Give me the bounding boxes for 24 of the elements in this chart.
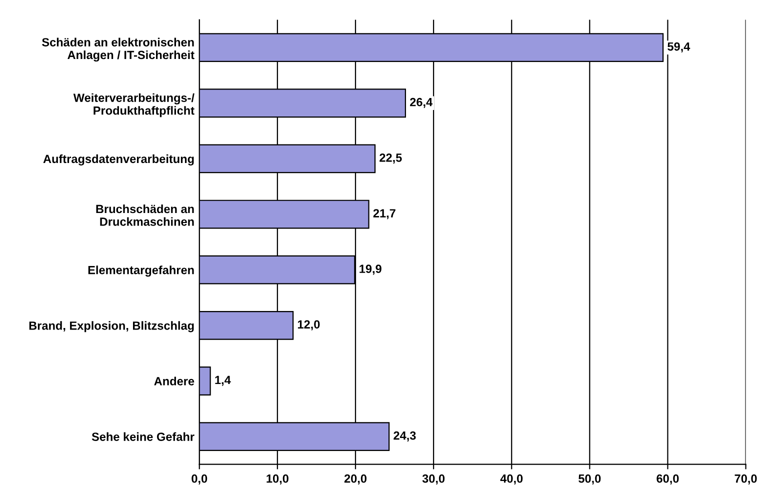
y-tick-label: Andere — [154, 376, 194, 386]
x-tick-label: 70,0 — [734, 474, 757, 484]
data-label: 21,7 — [373, 209, 396, 220]
x-tick-label: 30,0 — [422, 474, 445, 484]
y-tick-label: Schäden an elektronischen Anlagen / IT-Sicherheit — [42, 38, 194, 62]
y-tick-label: Brand, Explosion, Blitzschlag — [29, 321, 194, 332]
x-tick-label: 50,0 — [578, 474, 601, 484]
data-label: 1,4 — [215, 376, 231, 386]
y-tick-label: Bruchschäden an Druckmaschinen — [96, 204, 194, 226]
y-tick-label: Weiterverarbeitungs-/ Produkthaftpflicht — [73, 93, 194, 118]
x-tick-label: 20,0 — [344, 474, 366, 484]
data-label: 59,4 — [668, 42, 690, 52]
data-label: 26,4 — [410, 98, 433, 108]
x-tick-label: 40,0 — [500, 474, 523, 484]
y-tick-label: Elementargefahren — [88, 266, 194, 277]
data-label: 22,5 — [380, 154, 402, 164]
data-label: 24,3 — [394, 431, 416, 442]
x-tick-label: 0,0 — [192, 474, 208, 484]
x-tick-label: 60,0 — [656, 474, 679, 484]
data-label: 12,0 — [298, 320, 320, 330]
x-tick-label: 10,0 — [266, 474, 288, 484]
y-tick-label: Sehe keine Gefahr — [92, 432, 194, 441]
y-tick-label: Auftragsdatenverarbeitung — [43, 154, 194, 166]
data-label: 19,9 — [360, 264, 382, 275]
